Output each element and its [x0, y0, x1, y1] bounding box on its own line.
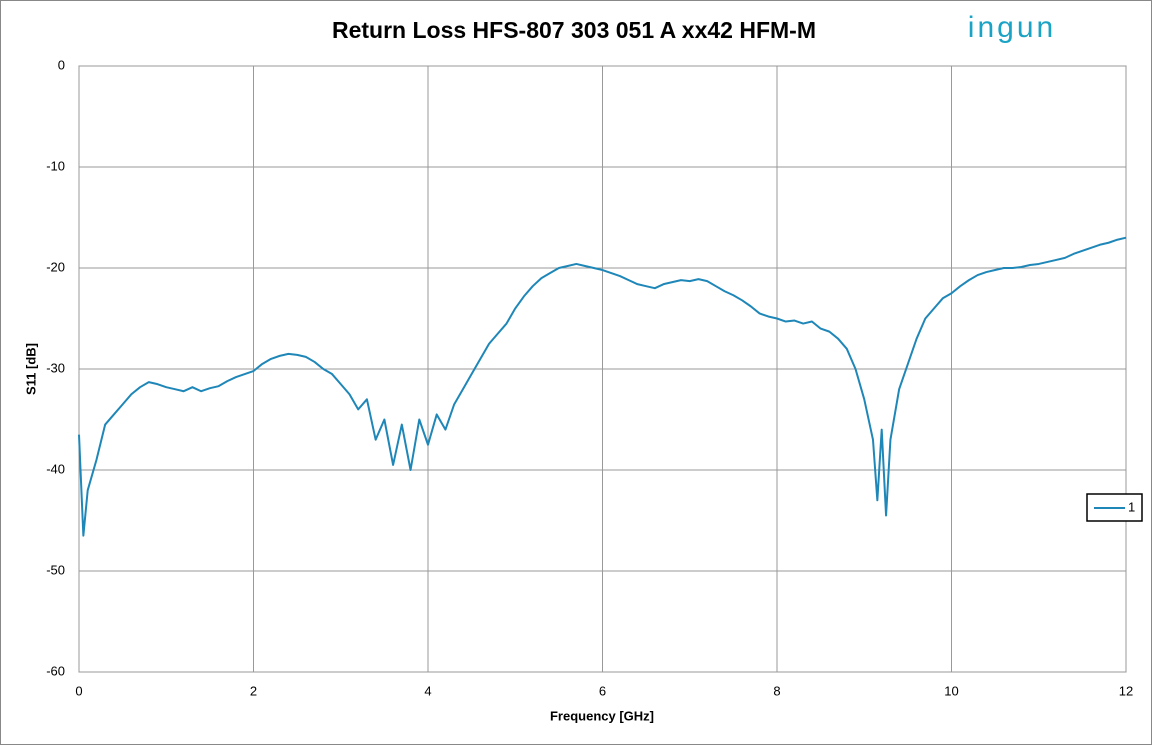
y-tick-label: -20: [46, 259, 65, 274]
x-tick-label: 2: [250, 683, 257, 698]
x-axis-label: Frequency [GHz]: [550, 708, 654, 723]
y-tick-label: -30: [46, 360, 65, 375]
y-tick-label: -40: [46, 461, 65, 476]
x-tick-label: 0: [75, 683, 82, 698]
y-tick-label: -50: [46, 562, 65, 577]
x-tick-label: 6: [599, 683, 606, 698]
y-tick-label: 0: [58, 57, 65, 72]
legend-label: 1: [1128, 499, 1135, 514]
x-tick-label: 12: [1119, 683, 1133, 698]
x-tick-label: 8: [773, 683, 780, 698]
y-tick-label: -10: [46, 158, 65, 173]
y-tick-label: -60: [46, 663, 65, 678]
x-tick-label: 10: [944, 683, 958, 698]
chart-title: Return Loss HFS-807 303 051 A xx42 HFM-M: [332, 17, 816, 43]
data-line: [78, 236, 1127, 537]
y-axis-label: S11 [dB]: [23, 343, 38, 395]
logo: ingun: [968, 11, 1056, 44]
x-tick-label: 4: [424, 683, 431, 698]
